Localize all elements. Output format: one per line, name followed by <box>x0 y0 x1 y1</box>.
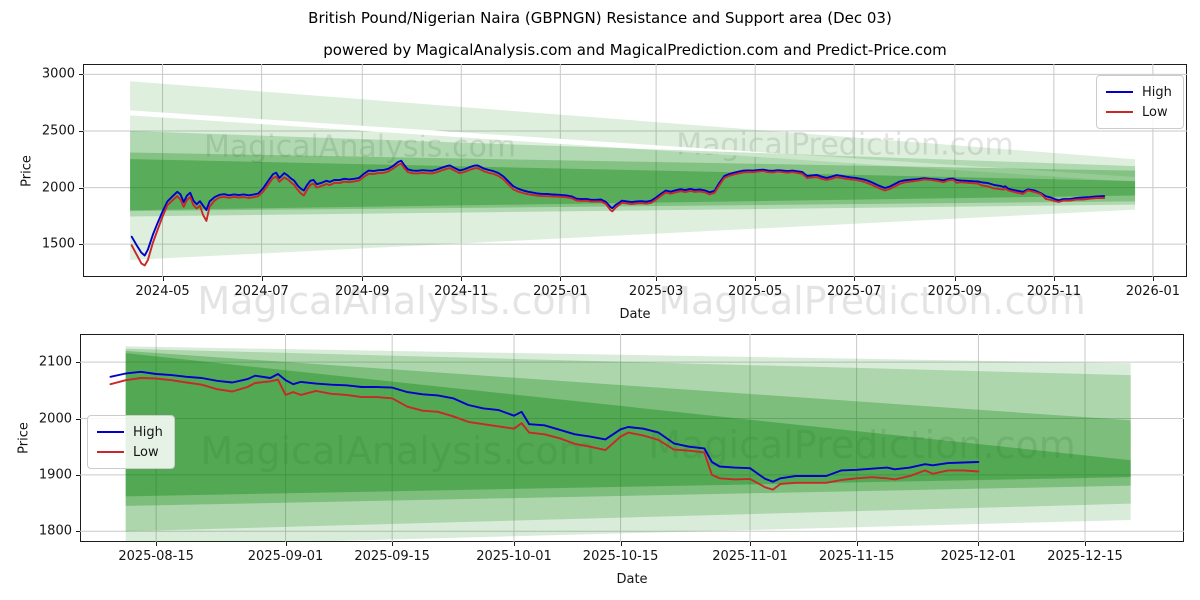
high-line <box>130 159 1106 257</box>
high-legend-line-sample <box>1106 91 1133 93</box>
plot-canvas <box>80 334 1184 542</box>
tick-mark <box>656 277 658 281</box>
x-axis-label: Date <box>616 572 648 587</box>
tick-mark <box>76 418 80 420</box>
legend-entry: Low <box>97 442 163 462</box>
tick-mark <box>156 542 158 546</box>
band-polygon <box>130 81 1136 261</box>
y-axis-label: Price <box>19 154 35 187</box>
tick-mark <box>954 277 956 281</box>
tick-mark <box>362 277 364 281</box>
tick-mark <box>162 277 164 281</box>
legend: High Low <box>87 415 175 469</box>
tick-mark <box>285 542 287 546</box>
x-tick-label: 2025-01 <box>533 284 588 299</box>
legend: High Low <box>1096 75 1184 129</box>
stripe-line <box>129 110 1136 182</box>
low-legend-line-sample <box>97 451 124 453</box>
tick-mark <box>978 542 980 546</box>
band-polygon <box>125 348 1131 532</box>
low-legend-line-sample <box>1106 111 1133 113</box>
tick-mark <box>560 277 562 281</box>
high-legend-line-sample <box>97 431 124 433</box>
x-tick-label: 2025-03 <box>628 284 684 299</box>
legend-label: High <box>1142 84 1172 100</box>
y-tick-label: 2000 <box>41 180 75 196</box>
band-polygon <box>125 350 1131 506</box>
tick-mark <box>261 277 263 281</box>
y-tick-label: 1800 <box>38 523 72 539</box>
plot-area-2 <box>80 334 1184 542</box>
x-tick-label: 2025-10-15 <box>582 549 659 564</box>
x-tick-label: 2025-11-01 <box>712 549 788 564</box>
y-tick-label: 1500 <box>41 236 75 252</box>
x-tick-label: 2025-11 <box>1026 284 1082 299</box>
band-polygon <box>130 152 1136 212</box>
tick-mark <box>76 362 80 364</box>
legend-label: High <box>133 424 163 440</box>
tick-mark <box>79 187 83 189</box>
y-tick-label: 2000 <box>38 411 72 427</box>
tick-mark <box>854 277 856 281</box>
x-axis-label: Date <box>619 307 651 322</box>
x-tick-label: 2025-05 <box>727 284 783 299</box>
band-polygon <box>130 159 1136 211</box>
tick-mark <box>79 74 83 76</box>
x-tick-label: 2024-05 <box>135 284 190 299</box>
low-line <box>130 162 1106 267</box>
band-polygon <box>130 131 1136 217</box>
y-tick-label: 2100 <box>38 354 72 370</box>
legend-entry: Low <box>1106 102 1172 122</box>
plot-canvas <box>83 64 1187 277</box>
x-tick-label: 2025-12-01 <box>940 549 1017 564</box>
tick-mark <box>513 542 515 546</box>
tick-mark <box>755 277 757 281</box>
high-line <box>109 370 980 483</box>
y-tick-label: 2500 <box>41 123 75 139</box>
x-tick-label: 2025-10-01 <box>476 549 552 564</box>
legend-entry: High <box>1106 82 1172 102</box>
x-tick-label: 2024-11 <box>434 284 489 299</box>
x-tick-label: 2025-08-15 <box>118 549 194 564</box>
x-tick-label: 2025-12-15 <box>1047 549 1123 564</box>
legend-label: Low <box>133 444 159 460</box>
x-tick-label: 2024-07 <box>234 284 289 299</box>
tick-mark <box>856 542 858 546</box>
y-tick-label: 1900 <box>38 467 72 483</box>
legend-label: Low <box>1142 104 1168 120</box>
tick-mark <box>76 531 80 533</box>
x-tick-label: 2024-09 <box>335 284 390 299</box>
tick-mark <box>392 542 394 546</box>
low-line <box>109 377 980 491</box>
tick-mark <box>461 277 463 281</box>
tick-mark <box>750 542 751 546</box>
tick-mark <box>1085 542 1087 546</box>
tick-mark <box>79 131 83 132</box>
legend-entry: High <box>97 422 163 442</box>
x-tick-label: 2026-01 <box>1125 284 1181 299</box>
figure-title: British Pound/Nigerian Naira (GBPNGN) Re… <box>308 9 892 27</box>
x-tick-label: 2025-07 <box>827 284 882 299</box>
band-polygon <box>125 346 1131 542</box>
y-tick-label: 3000 <box>41 66 75 82</box>
tick-mark <box>620 542 622 546</box>
figure-subtitle: powered by MagicalAnalysis.com and Magic… <box>323 41 947 59</box>
x-tick-label: 2025-09-01 <box>247 549 324 564</box>
x-tick-label: 2025-09 <box>927 284 982 299</box>
y-axis-label: Price <box>16 422 32 454</box>
tick-mark <box>1053 277 1055 281</box>
band-polygon <box>125 353 1131 497</box>
tick-mark <box>76 474 80 476</box>
tick-mark <box>1152 277 1154 281</box>
x-tick-label: 2025-11-15 <box>818 549 895 564</box>
tick-mark <box>79 244 83 246</box>
x-tick-label: 2025-09-15 <box>354 549 430 564</box>
plot-area-1 <box>83 64 1187 277</box>
